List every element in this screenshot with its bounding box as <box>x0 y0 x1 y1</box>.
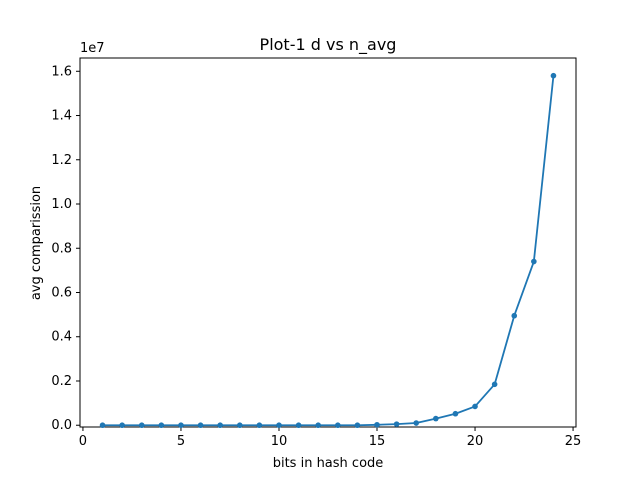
data-point <box>472 403 478 410</box>
y-tick-label: 0.6 <box>51 285 72 300</box>
data-point <box>119 422 125 429</box>
y-tick-label: 1.4 <box>51 109 72 124</box>
data-point <box>413 420 420 426</box>
data-point <box>197 422 204 429</box>
data-point <box>276 422 282 429</box>
y-tick-label: 1.0 <box>51 197 72 212</box>
data-point <box>433 415 439 422</box>
data-point <box>354 422 361 429</box>
chart-title: Plot-1 d vs n_avg <box>260 35 397 55</box>
data-point <box>315 422 321 429</box>
data-point <box>511 312 518 319</box>
data-point <box>158 422 165 429</box>
x-axis-label: bits in hash code <box>273 456 384 471</box>
data-point <box>217 422 223 429</box>
data-point <box>138 422 145 429</box>
y-tick-label: 0.8 <box>51 241 72 256</box>
data-point <box>550 72 557 79</box>
data-point <box>393 421 400 427</box>
y-tick-label: 1.6 <box>51 64 72 79</box>
data-point <box>178 422 184 429</box>
series-line <box>102 75 555 427</box>
y-tick-label: 1.2 <box>51 153 72 168</box>
data-point <box>335 422 341 429</box>
plot-area: 0 5 10 15 20 25 0.0 0.2 0.4 0.6 0.8 1.0 1.2 1.4 1.6 <box>51 57 582 449</box>
data-point <box>99 422 106 429</box>
x-tick-label: 5 <box>177 434 185 449</box>
x-tick-label: 10 <box>271 434 288 449</box>
data-point <box>531 258 537 265</box>
y-tick-label: 0.4 <box>51 330 72 345</box>
x-tick-label: 20 <box>467 434 484 449</box>
data-point <box>256 422 263 429</box>
y-tick-label: 0.0 <box>51 418 72 433</box>
x-tick-label: 25 <box>565 434 582 449</box>
data-point <box>491 381 498 388</box>
data-point <box>295 422 302 429</box>
data-point <box>374 421 380 428</box>
data-point <box>236 422 243 429</box>
x-tick-label: 0 <box>79 434 87 449</box>
y-axis-label: avg comparission <box>29 186 44 300</box>
plot-frame <box>79 57 577 428</box>
data-point <box>452 410 459 417</box>
y-tick-label: 0.2 <box>51 374 72 389</box>
y-offset-label: 1e7 <box>80 41 105 56</box>
x-tick-label: 15 <box>369 434 386 449</box>
